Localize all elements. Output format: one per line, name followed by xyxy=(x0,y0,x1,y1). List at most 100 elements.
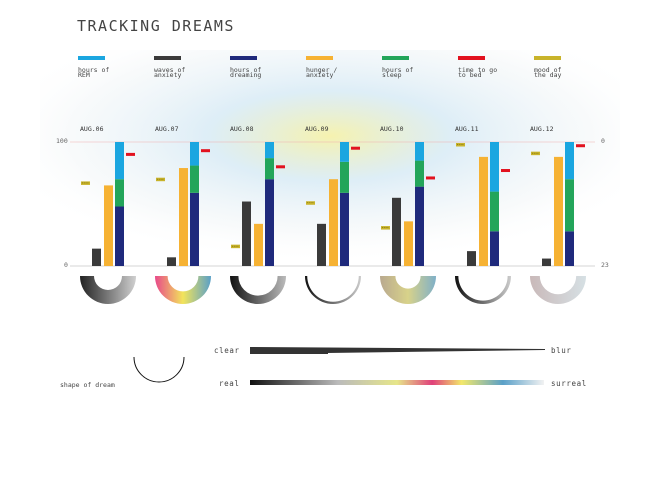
axis-left-top: 100 xyxy=(56,137,68,145)
real-surreal-scale xyxy=(250,380,544,385)
legend-label-line2: anxiety xyxy=(306,71,333,79)
dream-arcs xyxy=(80,276,586,304)
bar-waves-of-anxiety xyxy=(317,223,326,266)
bar-hours-of-dreaming xyxy=(190,192,199,266)
surreal-label: surreal xyxy=(551,379,587,388)
bar-hours-of-REM xyxy=(340,142,349,162)
bar-hours-of-dreaming xyxy=(415,186,424,266)
marker-time-to-bed xyxy=(276,165,285,169)
day-group: AUG.12 xyxy=(530,125,585,266)
dream-key: shape of dream clear blur real surreal xyxy=(60,346,587,389)
bar-hunger-anxiety xyxy=(479,156,488,266)
day-label: AUG.08 xyxy=(230,125,254,133)
dream-shape-arc xyxy=(80,276,136,304)
legend-label-line2: REM xyxy=(78,71,90,79)
dream-shape-arc xyxy=(230,276,286,304)
bar-hours-of-sleep xyxy=(565,179,574,232)
legend-label-line2: the day xyxy=(534,71,561,79)
marker-mood xyxy=(156,177,165,182)
bar-waves-of-anxiety xyxy=(242,201,251,266)
real-label: real xyxy=(219,379,239,388)
bar-hours-of-REM xyxy=(415,142,424,161)
day-group: AUG.09 xyxy=(305,125,360,266)
shape-of-dream-label: shape of dream xyxy=(60,381,115,389)
day-label: AUG.10 xyxy=(380,125,404,133)
day-group: AUG.07 xyxy=(155,125,210,266)
marker-mood xyxy=(381,226,390,230)
bar-hours-of-dreaming xyxy=(565,231,574,266)
bar-hours-of-sleep xyxy=(265,158,274,180)
bar-hunger-anxiety xyxy=(404,221,413,266)
bar-waves-of-anxiety xyxy=(542,258,551,266)
marker-time-to-bed xyxy=(126,152,135,156)
legend-label-line2: to bed xyxy=(458,71,482,79)
clear-blur-scale-inner xyxy=(250,352,328,354)
marker-mood xyxy=(531,151,540,156)
legend-label-line1: hunger / xyxy=(306,66,337,74)
marker-mood xyxy=(456,142,465,147)
bar-hours-of-REM xyxy=(490,142,499,192)
shape-of-dream-icon xyxy=(133,356,185,383)
bar-hours-of-REM xyxy=(115,142,124,180)
blur-label: blur xyxy=(551,346,571,355)
day-groups: AUG.06 AUG.07 AUG.08 AUG.09 AUG.10 AUG.11 AUG.… xyxy=(80,125,585,266)
bar-hours-of-REM xyxy=(190,142,199,166)
marker-time-to-bed xyxy=(501,169,510,173)
legend-swatch xyxy=(382,56,409,60)
legend-label-line2: sleep xyxy=(382,71,402,79)
marker-time-to-bed xyxy=(201,149,210,153)
day-label: AUG.11 xyxy=(455,125,479,133)
bar-hours-of-dreaming xyxy=(115,206,124,266)
legend-label-line1: hours of xyxy=(382,66,413,74)
bar-waves-of-anxiety xyxy=(92,248,101,266)
marker-time-to-bed xyxy=(426,176,435,180)
dream-shape-arc xyxy=(380,276,436,304)
day-label: AUG.12 xyxy=(530,125,554,133)
day-group: AUG.11 xyxy=(455,125,510,266)
axis-left-bottom: 0 xyxy=(64,261,68,269)
bar-hours-of-REM xyxy=(565,142,574,180)
bar-hours-of-sleep xyxy=(115,179,124,207)
bar-hours-of-sleep xyxy=(340,161,349,193)
legend-swatch xyxy=(306,56,333,60)
legend-label-line1: time to go xyxy=(458,66,497,74)
marker-mood xyxy=(231,244,240,249)
legend-swatch xyxy=(534,56,561,60)
dream-shape-arc xyxy=(530,276,586,304)
bar-hours-of-dreaming xyxy=(490,231,499,266)
day-group: AUG.10 xyxy=(380,125,435,266)
dream-shape-arc xyxy=(155,276,211,304)
bar-hours-of-sleep xyxy=(190,165,199,193)
legend-label-line2: anxiety xyxy=(154,71,181,79)
legend-label-line1: hours of xyxy=(230,66,261,74)
legend-label-line1: waves of xyxy=(154,66,185,74)
bar-hunger-anxiety xyxy=(329,179,338,266)
page-title: TRACKING DREAMS xyxy=(77,17,235,35)
bar-hours-of-dreaming xyxy=(265,179,274,266)
day-label: AUG.06 xyxy=(80,125,104,133)
day-group: AUG.08 xyxy=(230,125,285,266)
bar-hours-of-sleep xyxy=(490,191,499,232)
legend-swatch xyxy=(230,56,257,60)
legend-label-line1: mood of xyxy=(534,66,561,74)
bar-waves-of-anxiety xyxy=(167,257,176,266)
legend-label-line2: dreaming xyxy=(230,71,261,79)
dream-shape-arc xyxy=(455,276,511,304)
bar-hours-of-REM xyxy=(265,142,274,159)
dream-shape-arc xyxy=(305,276,361,304)
day-label: AUG.09 xyxy=(305,125,329,133)
marker-time-to-bed xyxy=(576,144,585,148)
bar-hunger-anxiety xyxy=(179,168,188,266)
axis-right-top: 0 xyxy=(601,137,605,145)
legend-label-line1: hours of xyxy=(78,66,109,74)
legend-swatch xyxy=(78,56,105,60)
day-group: AUG.06 xyxy=(80,125,135,266)
marker-time-to-bed xyxy=(351,146,360,150)
bar-hunger-anxiety xyxy=(554,156,563,266)
bar-waves-of-anxiety xyxy=(392,197,401,266)
day-label: AUG.07 xyxy=(155,125,179,133)
marker-mood xyxy=(306,201,315,205)
bar-hunger-anxiety xyxy=(254,223,263,266)
